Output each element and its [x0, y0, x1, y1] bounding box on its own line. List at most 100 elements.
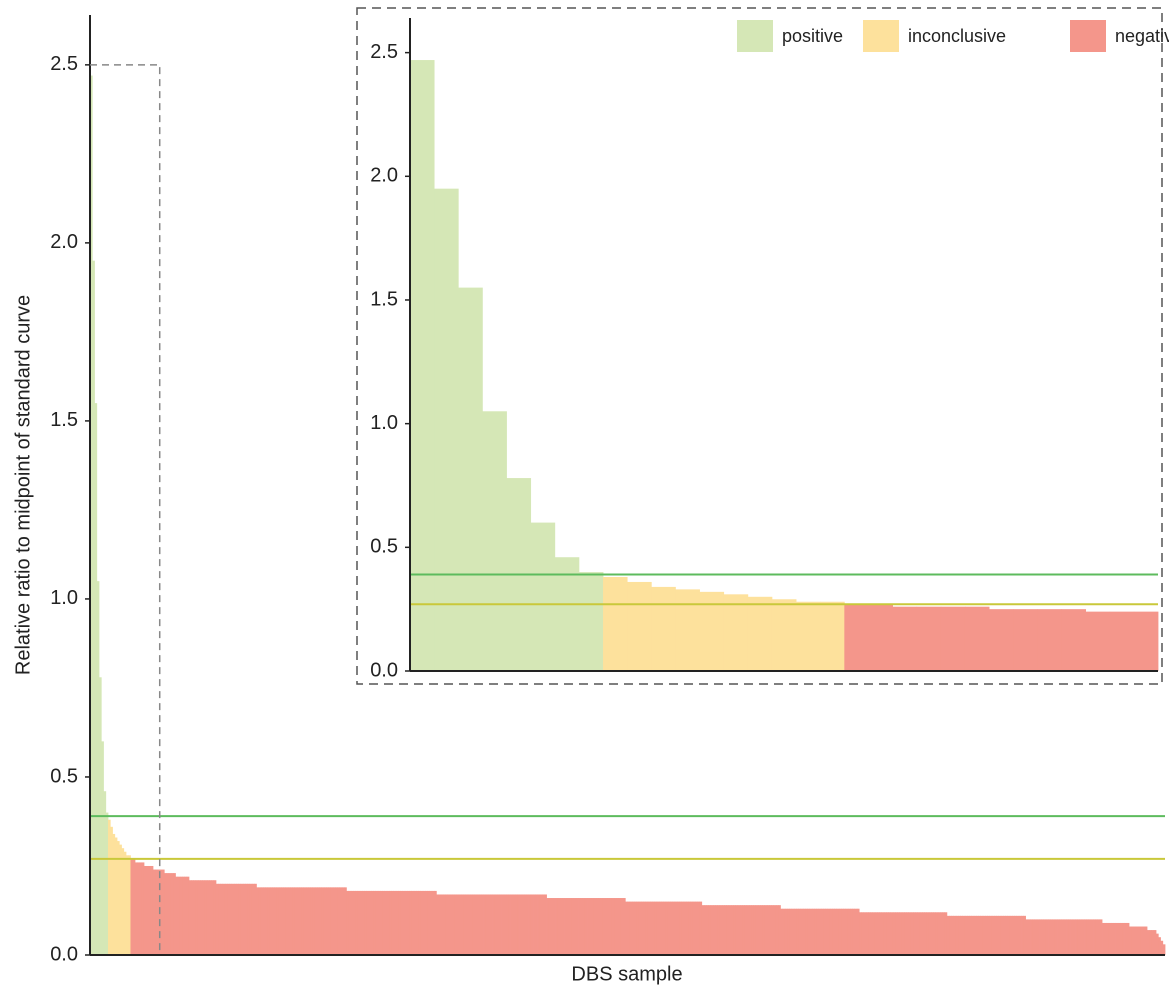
- bar: [1144, 926, 1148, 955]
- bar: [856, 908, 860, 955]
- bar: [94, 403, 98, 955]
- bar: [130, 858, 134, 955]
- bar: [431, 890, 435, 955]
- bar: [1111, 922, 1114, 955]
- bar: [717, 905, 721, 955]
- bar: [1115, 922, 1119, 955]
- bar: [962, 915, 966, 955]
- bar: [384, 890, 388, 955]
- inset-bar: [916, 606, 942, 671]
- bar: [328, 887, 332, 955]
- bar: [157, 869, 161, 955]
- legend-swatch: [1070, 20, 1106, 52]
- inset-bar: [651, 586, 676, 671]
- bar: [690, 901, 694, 955]
- bar: [681, 901, 685, 955]
- bar: [449, 894, 453, 955]
- bar: [634, 901, 637, 955]
- inset-bar: [458, 287, 483, 671]
- bar: [946, 915, 950, 955]
- bar: [1131, 926, 1134, 955]
- bar: [1090, 919, 1094, 955]
- bar: [888, 912, 892, 955]
- bar: [1093, 919, 1096, 955]
- bar: [314, 887, 318, 955]
- bar: [121, 848, 125, 955]
- bar: [346, 890, 350, 955]
- bar: [359, 890, 363, 955]
- bar: [488, 894, 491, 955]
- bar: [1133, 926, 1137, 955]
- bar: [587, 898, 590, 955]
- bar: [114, 837, 118, 955]
- bar: [798, 908, 802, 955]
- bar: [904, 912, 907, 955]
- bar: [1034, 919, 1038, 955]
- bar: [1052, 919, 1056, 955]
- bar: [811, 908, 815, 955]
- bar: [533, 894, 536, 955]
- bar: [339, 887, 343, 955]
- bar: [256, 887, 260, 955]
- bar: [913, 912, 916, 955]
- bar: [942, 912, 946, 955]
- bar: [132, 858, 136, 955]
- bar: [652, 901, 655, 955]
- bar: [724, 905, 727, 955]
- bar: [640, 901, 644, 955]
- bar: [530, 894, 534, 955]
- bar: [901, 912, 905, 955]
- bar: [479, 894, 482, 955]
- bar: [1142, 926, 1146, 955]
- bar: [150, 865, 154, 955]
- bar: [899, 912, 903, 955]
- bar: [940, 912, 943, 955]
- legend-label: positive: [782, 26, 843, 46]
- bar: [542, 894, 545, 955]
- bar: [751, 905, 754, 955]
- y-tick-label: 2.0: [50, 231, 78, 253]
- bar: [1140, 926, 1143, 955]
- bar: [976, 915, 979, 955]
- bar: [1009, 915, 1013, 955]
- bar: [1104, 922, 1107, 955]
- bar: [1147, 930, 1150, 955]
- bar: [389, 890, 392, 955]
- bar: [357, 890, 361, 955]
- bar: [535, 894, 538, 955]
- bar: [578, 898, 581, 955]
- y-axis-label: Relative ratio to midpoint of standard c…: [12, 295, 34, 675]
- bar: [481, 894, 484, 955]
- bar: [258, 887, 262, 955]
- bar: [969, 915, 972, 955]
- bar: [123, 851, 127, 955]
- bar: [440, 894, 444, 955]
- bar: [793, 908, 797, 955]
- inset-bar: [578, 572, 604, 671]
- bar: [881, 912, 885, 955]
- bar: [128, 855, 131, 955]
- bar: [816, 908, 820, 955]
- bar: [906, 912, 910, 955]
- bar: [805, 908, 808, 955]
- bar: [254, 883, 257, 955]
- bar: [757, 905, 761, 955]
- inset-bar: [434, 188, 459, 671]
- bar: [1012, 915, 1015, 955]
- bar: [400, 890, 404, 955]
- bar: [170, 873, 174, 955]
- bar: [836, 908, 840, 955]
- bar: [618, 898, 622, 955]
- bar: [645, 901, 649, 955]
- bar: [395, 890, 399, 955]
- inset-y-tick-label: 1.0: [370, 412, 398, 434]
- bar: [116, 841, 120, 955]
- bar: [910, 912, 914, 955]
- bar: [620, 898, 624, 955]
- bar: [290, 887, 293, 955]
- bar: [753, 905, 757, 955]
- bar: [125, 855, 129, 955]
- bar: [222, 883, 226, 955]
- bar: [452, 894, 455, 955]
- bar: [377, 890, 381, 955]
